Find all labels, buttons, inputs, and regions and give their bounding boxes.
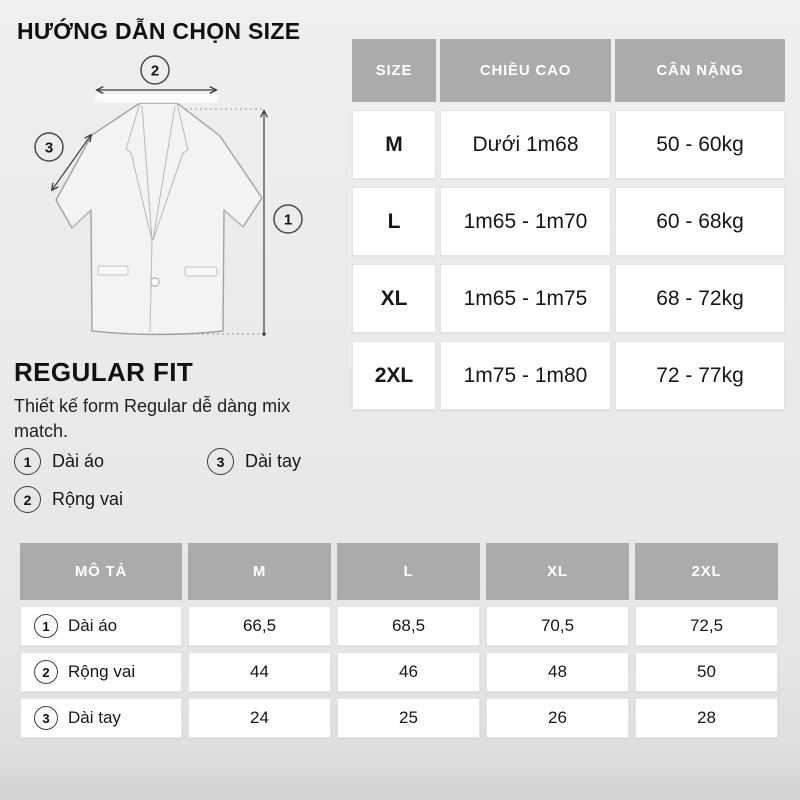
fit-title: REGULAR FIT <box>14 357 194 387</box>
page-title: HƯỚNG DẪN CHỌN SIZE <box>17 18 301 44</box>
size-table-cell: 68 - 72kg <box>615 264 785 333</box>
legend-number-circle: 2 <box>14 486 41 513</box>
legend-label: Dài tay <box>245 451 302 471</box>
size-table-cell: 50 - 60kg <box>615 110 785 179</box>
legend-item-dai-tay: 3 Dài tay <box>207 448 301 475</box>
legend-label: Rộng vai <box>52 489 124 509</box>
measure-cell: 50 <box>635 652 778 692</box>
legend-number-circle: 3 <box>207 448 234 475</box>
size-table-cell: XL <box>352 264 436 333</box>
legend-number-circle: 1 <box>14 448 41 475</box>
size-table-header-size: SIZE <box>352 39 436 102</box>
row-label: Rộng vai <box>68 662 136 681</box>
marker-2: 2 <box>151 63 159 80</box>
size-table-cell: 1m65 - 1m75 <box>440 264 611 333</box>
measure-row-label: 3 Dài tay <box>20 698 182 738</box>
size-recommendation-table: SIZE CHIỀU CAO CÂN NẶNG M Dưới 1m68 50 -… <box>352 39 785 410</box>
measure-cell: 48 <box>486 652 629 692</box>
row-label: Dài tay <box>68 708 121 727</box>
size-table-cell: L <box>352 187 436 256</box>
measure-cell: 66,5 <box>188 606 331 646</box>
row-number-circle: 2 <box>34 660 58 684</box>
fit-description: Thiết kế form Regular dễ dàng mix match. <box>14 396 291 441</box>
legend-item-dai-ao: 1 Dài áo <box>14 448 104 475</box>
measurement-annotations: 2 1 3 <box>34 55 303 336</box>
marker-1: 1 <box>284 212 292 229</box>
size-table-cell: M <box>352 110 436 179</box>
measure-cell: 25 <box>337 698 480 738</box>
measure-cell: 46 <box>337 652 480 692</box>
size-table-cell: 72 - 77kg <box>615 341 785 410</box>
blazer-outline <box>55 102 263 336</box>
measure-table-header-xl: XL <box>486 543 629 600</box>
size-table-header-weight: CÂN NẶNG <box>615 39 785 102</box>
marker-3: 3 <box>45 140 53 157</box>
measure-row-label: 1 Dài áo <box>20 606 182 646</box>
left-pocket-flap <box>97 265 129 276</box>
measure-cell: 26 <box>486 698 629 738</box>
measure-cell: 44 <box>188 652 331 692</box>
measure-cell: 68,5 <box>337 606 480 646</box>
right-pocket-flap <box>184 266 218 277</box>
measure-table-header-2xl: 2XL <box>635 543 778 600</box>
row-number-circle: 1 <box>34 614 58 638</box>
legend-label: Dài áo <box>52 451 105 471</box>
row-label: Dài áo <box>68 616 118 635</box>
measure-cell: 28 <box>635 698 778 738</box>
row-number-circle: 3 <box>34 706 58 730</box>
size-table-cell: 1m65 - 1m70 <box>440 187 611 256</box>
size-table-cell: 1m75 - 1m80 <box>440 341 611 410</box>
measure-table-header-l: L <box>337 543 480 600</box>
measure-cell: 72,5 <box>635 606 778 646</box>
measure-cell: 24 <box>188 698 331 738</box>
button <box>150 277 160 287</box>
measure-cell: 70,5 <box>486 606 629 646</box>
size-table-cell: 2XL <box>352 341 436 410</box>
size-table-cell: Dưới 1m68 <box>440 110 611 179</box>
blazer-measurement-diagram: 2 1 3 <box>34 55 303 336</box>
size-table-header-height: CHIỀU CAO <box>440 39 611 102</box>
size-table-cell: 60 - 68kg <box>615 187 785 256</box>
measurement-table: MÔ TẢ M L XL 2XL 1 Dài áo 66,5 68,5 70,5… <box>20 543 778 738</box>
measure-table-header-desc: MÔ TẢ <box>20 543 182 600</box>
measure-table-header-m: M <box>188 543 331 600</box>
measure-row-label: 2 Rộng vai <box>20 652 182 692</box>
legend-item-rong-vai: 2 Rộng vai <box>14 486 123 513</box>
